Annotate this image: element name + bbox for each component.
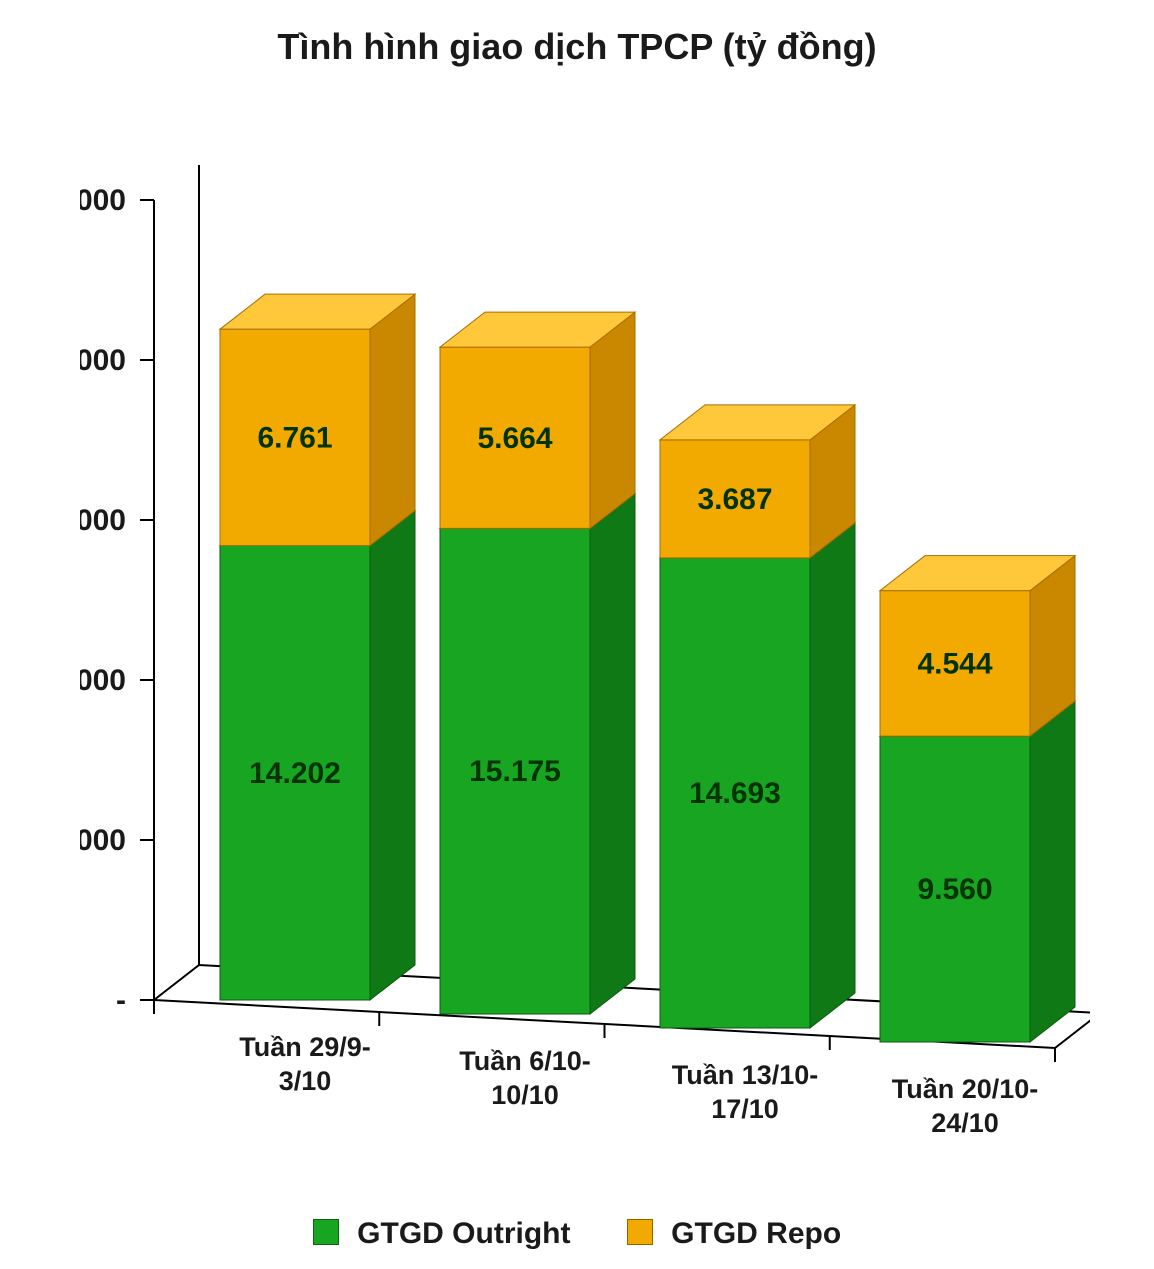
svg-text:3/10: 3/10 — [279, 1066, 332, 1096]
svg-text:6.761: 6.761 — [257, 421, 332, 454]
svg-text:15.175: 15.175 — [469, 755, 561, 788]
svg-text:24/10: 24/10 — [931, 1108, 999, 1138]
svg-text:14.693: 14.693 — [689, 777, 781, 810]
legend-item-repo: GTGD Repo — [627, 1217, 841, 1251]
legend-label-repo: GTGD Repo — [671, 1217, 841, 1250]
svg-text:Tuần 6/10-: Tuần 6/10- — [459, 1046, 591, 1076]
svg-text:17/10: 17/10 — [711, 1094, 779, 1124]
legend-label-outright: GTGD Outright — [357, 1217, 570, 1250]
svg-text:9.560: 9.560 — [917, 873, 992, 906]
svg-text:5.000: 5.000 — [80, 824, 126, 857]
svg-text:3.687: 3.687 — [697, 483, 772, 516]
svg-text:5.664: 5.664 — [477, 422, 552, 455]
svg-text:10/10: 10/10 — [491, 1080, 559, 1110]
svg-text:10.000: 10.000 — [80, 664, 126, 697]
svg-text:Tuần 13/10-: Tuần 13/10- — [672, 1060, 819, 1090]
legend-swatch-outright — [313, 1219, 339, 1245]
chart-svg: - 5.000 10.000 15.000 20.000 25.000 14.202 6.76… — [80, 150, 1090, 1150]
chart-plot-area: - 5.000 10.000 15.000 20.000 25.000 14.202 6.76… — [80, 150, 1090, 1150]
svg-text:Tuần 29/9-: Tuần 29/9- — [239, 1032, 371, 1062]
legend-swatch-repo — [627, 1219, 653, 1245]
legend-item-outright: GTGD Outright — [313, 1217, 571, 1251]
chart-title: Tình hình giao dịch TPCP (tỷ đồng) — [0, 26, 1154, 68]
chart-legend: GTGD Outright GTGD Repo — [0, 1217, 1154, 1251]
svg-text:15.000: 15.000 — [80, 504, 126, 537]
svg-text:4.544: 4.544 — [917, 647, 992, 680]
svg-text:14.202: 14.202 — [249, 757, 341, 790]
svg-text:-: - — [116, 984, 126, 1017]
chart-container: Tình hình giao dịch TPCP (tỷ đồng) - 5.00… — [0, 0, 1154, 1269]
svg-text:25.000: 25.000 — [80, 184, 126, 217]
svg-text:20.000: 20.000 — [80, 344, 126, 377]
svg-text:Tuần 20/10-: Tuần 20/10- — [892, 1074, 1039, 1104]
